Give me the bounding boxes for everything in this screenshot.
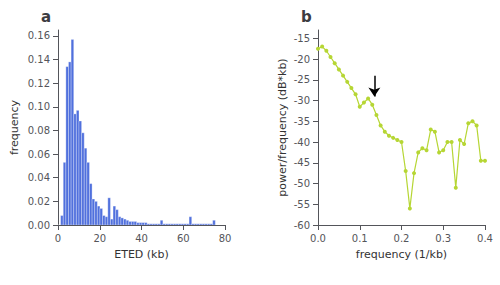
svg-text:ETED (kb): ETED (kb) [114, 248, 169, 261]
svg-text:0.14: 0.14 [28, 54, 50, 65]
svg-text:-35: -35 [294, 116, 310, 127]
svg-text:power/frequency (dB*kb): power/frequency (dB*kb) [276, 58, 289, 196]
svg-text:frequency: frequency [8, 99, 21, 155]
svg-text:-55: -55 [294, 199, 310, 210]
svg-text:60: 60 [177, 233, 190, 244]
svg-text:0.1: 0.1 [352, 233, 368, 244]
svg-text:a: a [41, 8, 51, 26]
svg-text:-50: -50 [294, 178, 310, 189]
svg-text:b: b [301, 8, 312, 26]
svg-text:-15: -15 [294, 33, 310, 44]
svg-text:20: 20 [93, 233, 106, 244]
svg-text:0.3: 0.3 [435, 233, 451, 244]
svg-text:0.04: 0.04 [28, 172, 50, 183]
svg-text:-60: -60 [294, 220, 310, 231]
svg-text:0.16: 0.16 [28, 30, 50, 41]
svg-text:0.4: 0.4 [477, 233, 493, 244]
svg-text:0.0: 0.0 [310, 233, 326, 244]
svg-text:0.08: 0.08 [28, 125, 50, 136]
svg-text:0.10: 0.10 [28, 101, 50, 112]
svg-text:0.06: 0.06 [28, 149, 50, 160]
svg-text:0.2: 0.2 [394, 233, 410, 244]
svg-text:0.12: 0.12 [28, 78, 50, 89]
svg-text:80: 80 [219, 233, 232, 244]
svg-text:0: 0 [55, 233, 61, 244]
svg-text:frequency (1/kb): frequency (1/kb) [356, 248, 447, 261]
svg-text:-25: -25 [294, 74, 310, 85]
svg-text:-40: -40 [294, 137, 310, 148]
svg-text:0.02: 0.02 [28, 196, 50, 207]
svg-text:-20: -20 [294, 54, 310, 65]
svg-text:-30: -30 [294, 95, 310, 106]
svg-text:40: 40 [135, 233, 148, 244]
svg-text:0.00: 0.00 [28, 220, 50, 231]
svg-text:-45: -45 [294, 157, 310, 168]
